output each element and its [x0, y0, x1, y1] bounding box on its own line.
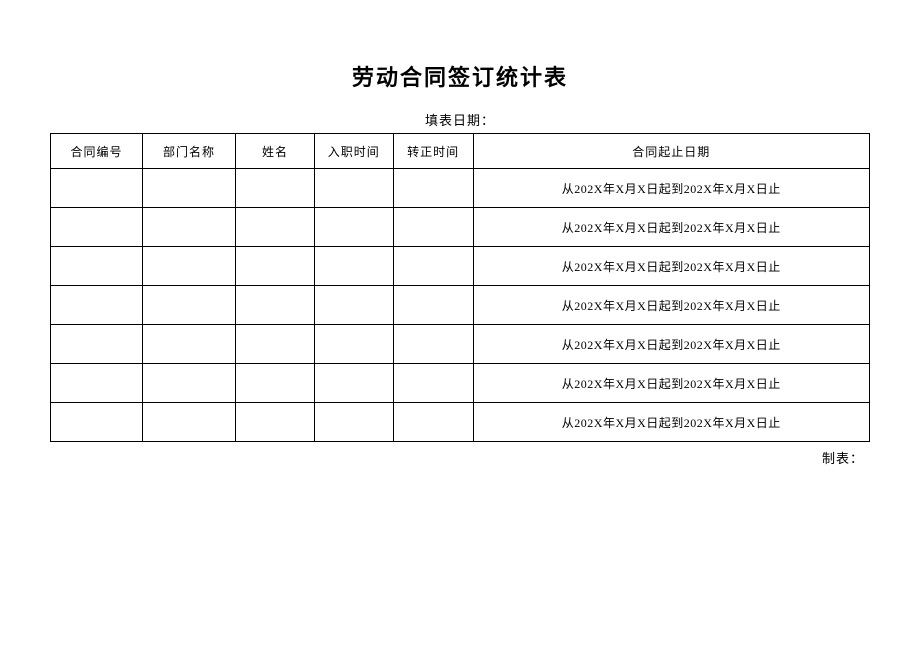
cell-dept: [143, 247, 236, 286]
cell-dept: [143, 208, 236, 247]
cell-name: [236, 169, 315, 208]
cell-regular: [393, 286, 473, 325]
cell-contract-no: [51, 325, 143, 364]
period-text: 从202X年X月X日起到202X年X月X日止: [562, 416, 781, 430]
cell-period: 从202X年X月X日起到202X年X月X日止: [473, 247, 869, 286]
cell-regular: [393, 403, 473, 442]
period-text: 从202X年X月X日起到202X年X月X日止: [562, 182, 781, 196]
period-text: 从202X年X月X日起到202X年X月X日止: [562, 338, 781, 352]
col-header-regular: 转正时间: [393, 134, 473, 169]
cell-join: [314, 364, 393, 403]
cell-regular: [393, 247, 473, 286]
cell-contract-no: [51, 247, 143, 286]
period-text: 从202X年X月X日起到202X年X月X日止: [562, 221, 781, 235]
table-row: 从202X年X月X日起到202X年X月X日止: [51, 364, 870, 403]
cell-name: [236, 403, 315, 442]
cell-dept: [143, 325, 236, 364]
page-container: 劳动合同签订统计表 填表日期： 合同编号 部门名称 姓名 入职时间 转正时间 合…: [0, 0, 920, 467]
cell-contract-no: [51, 364, 143, 403]
col-header-join: 入职时间: [314, 134, 393, 169]
cell-regular: [393, 208, 473, 247]
table-row: 从202X年X月X日起到202X年X月X日止: [51, 169, 870, 208]
cell-regular: [393, 169, 473, 208]
cell-name: [236, 247, 315, 286]
cell-join: [314, 169, 393, 208]
cell-contract-no: [51, 169, 143, 208]
col-header-dept: 部门名称: [143, 134, 236, 169]
cell-contract-no: [51, 286, 143, 325]
col-header-name: 姓名: [236, 134, 315, 169]
cell-contract-no: [51, 208, 143, 247]
cell-join: [314, 247, 393, 286]
cell-period: 从202X年X月X日起到202X年X月X日止: [473, 286, 869, 325]
contract-table: 合同编号 部门名称 姓名 入职时间 转正时间 合同起止日期 从202X年X月X日…: [50, 133, 870, 442]
cell-join: [314, 325, 393, 364]
page-title: 劳动合同签订统计表: [50, 60, 870, 92]
cell-name: [236, 364, 315, 403]
cell-dept: [143, 286, 236, 325]
cell-period: 从202X年X月X日起到202X年X月X日止: [473, 403, 869, 442]
cell-join: [314, 403, 393, 442]
cell-regular: [393, 325, 473, 364]
cell-contract-no: [51, 403, 143, 442]
cell-join: [314, 208, 393, 247]
col-header-period: 合同起止日期: [473, 134, 869, 169]
cell-dept: [143, 364, 236, 403]
cell-dept: [143, 169, 236, 208]
cell-dept: [143, 403, 236, 442]
cell-period: 从202X年X月X日起到202X年X月X日止: [473, 169, 869, 208]
period-text: 从202X年X月X日起到202X年X月X日止: [562, 299, 781, 313]
table-row: 从202X年X月X日起到202X年X月X日止: [51, 286, 870, 325]
table-row: 从202X年X月X日起到202X年X月X日止: [51, 208, 870, 247]
cell-name: [236, 286, 315, 325]
cell-name: [236, 208, 315, 247]
table-row: 从202X年X月X日起到202X年X月X日止: [51, 247, 870, 286]
period-text: 从202X年X月X日起到202X年X月X日止: [562, 377, 781, 391]
table-row: 从202X年X月X日起到202X年X月X日止: [51, 403, 870, 442]
cell-regular: [393, 364, 473, 403]
fill-date-label: 填表日期：: [50, 110, 870, 129]
period-text: 从202X年X月X日起到202X年X月X日止: [562, 260, 781, 274]
cell-period: 从202X年X月X日起到202X年X月X日止: [473, 325, 869, 364]
cell-period: 从202X年X月X日起到202X年X月X日止: [473, 208, 869, 247]
cell-period: 从202X年X月X日起到202X年X月X日止: [473, 364, 869, 403]
col-header-contract-no: 合同编号: [51, 134, 143, 169]
footer-label: 制表：: [50, 448, 870, 467]
cell-name: [236, 325, 315, 364]
table-header-row: 合同编号 部门名称 姓名 入职时间 转正时间 合同起止日期: [51, 134, 870, 169]
table-row: 从202X年X月X日起到202X年X月X日止: [51, 325, 870, 364]
cell-join: [314, 286, 393, 325]
